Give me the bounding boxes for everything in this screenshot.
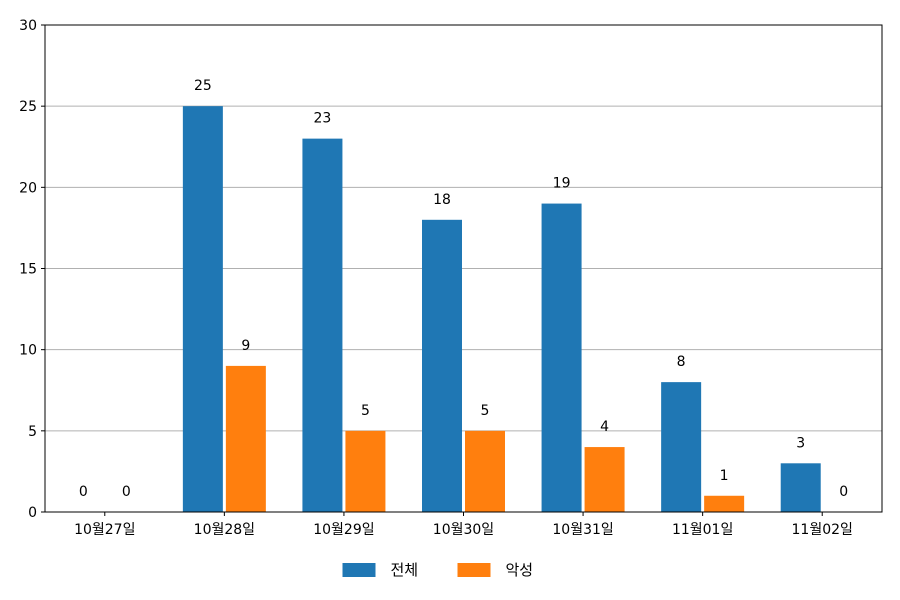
- data-labels: 0 25 23 18 19 8 3 0 9 5 5 4 1 0: [79, 78, 848, 500]
- y-axis: 0 5 10 15 20 25 30: [19, 18, 45, 521]
- bar: [302, 138, 343, 512]
- bars: [182, 106, 821, 513]
- bar: [422, 219, 462, 513]
- bar-value-label: 8: [677, 354, 686, 370]
- y-tick-label: 0: [28, 505, 37, 521]
- bar: [345, 430, 386, 512]
- y-tick-label: 25: [19, 99, 37, 115]
- bar-value-label: 0: [839, 484, 848, 500]
- x-tick-label: 11월01일: [672, 522, 733, 538]
- y-tick-label: 15: [19, 262, 37, 278]
- bar: [584, 447, 625, 512]
- bar-value-label: 4: [600, 419, 609, 435]
- legend: 전체 악성: [342, 561, 534, 579]
- y-tick-label: 20: [19, 180, 37, 196]
- gridlines: [45, 105, 882, 432]
- x-tick-label: 10월27일: [74, 522, 135, 538]
- bar-value-label: 25: [194, 78, 212, 94]
- bar-value-label: 5: [481, 403, 490, 419]
- x-tick-label: 11월02일: [792, 522, 853, 538]
- bar: [704, 495, 745, 512]
- bar-value-label: 5: [361, 403, 370, 419]
- bar-value-label: 23: [314, 111, 332, 127]
- bar-value-label: 3: [796, 435, 805, 451]
- x-tick-label: 10월29일: [313, 522, 374, 538]
- bar-value-label: 1: [720, 468, 729, 484]
- bar: [225, 365, 266, 512]
- y-tick-label: 30: [19, 18, 37, 34]
- legend-label: 악성: [506, 561, 534, 579]
- bar-value-label: 0: [122, 484, 131, 500]
- bar-value-label: 0: [79, 484, 88, 500]
- y-tick-label: 5: [28, 424, 37, 440]
- bar: [182, 106, 223, 513]
- x-tick-label: 10월28일: [194, 522, 255, 538]
- x-tick-label: 10월31일: [552, 522, 613, 538]
- bar: [661, 382, 702, 512]
- x-tick-label: 10월30일: [433, 522, 494, 538]
- bar: [465, 430, 505, 512]
- y-tick-label: 10: [19, 343, 37, 359]
- bar-value-label: 18: [433, 192, 451, 208]
- x-axis: 10월27일 10월28일 10월29일 10월30일 10월31일 11월01일 11월0…: [74, 512, 853, 538]
- bar: [780, 463, 821, 512]
- legend-swatch: [457, 563, 491, 577]
- bar-value-label: 9: [241, 338, 250, 354]
- legend-swatch: [342, 563, 376, 577]
- bar: [541, 203, 582, 513]
- bar-value-label: 19: [553, 176, 571, 192]
- legend-label: 전체: [391, 561, 419, 579]
